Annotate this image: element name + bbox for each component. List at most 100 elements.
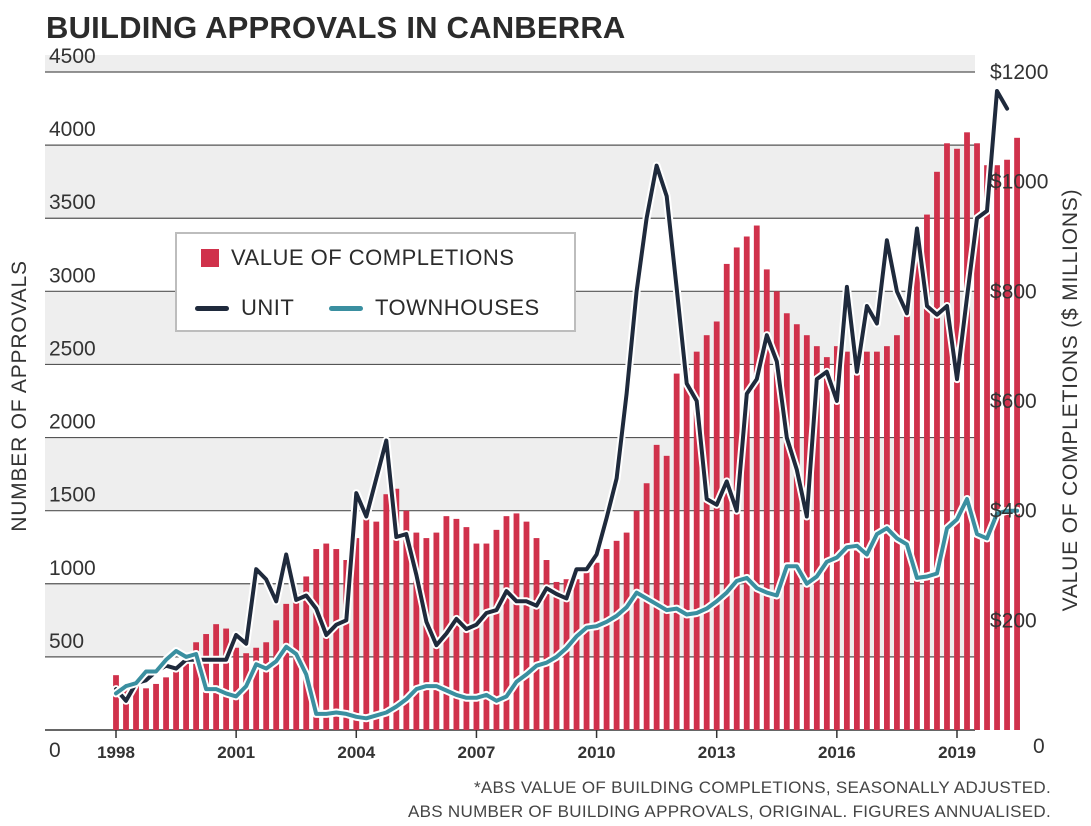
completion-bar bbox=[663, 455, 670, 730]
completion-bar bbox=[413, 532, 420, 730]
completion-bar bbox=[173, 669, 179, 730]
y-tick-left: 1500 bbox=[49, 484, 96, 507]
completion-bar bbox=[233, 647, 240, 730]
completion-bar bbox=[1014, 137, 1020, 731]
legend-swatch-townhouses bbox=[329, 305, 363, 311]
completion-bar bbox=[193, 642, 199, 730]
x-tick-label: 2019 bbox=[938, 743, 976, 762]
completion-bar bbox=[393, 488, 400, 730]
x-tick-label: 2001 bbox=[217, 743, 255, 762]
completion-bar bbox=[823, 357, 830, 730]
completion-bar bbox=[183, 658, 189, 730]
completion-bar bbox=[153, 683, 159, 730]
y-tick-left: 500 bbox=[49, 630, 84, 653]
completion-bar bbox=[653, 444, 660, 730]
completion-bar bbox=[673, 373, 680, 730]
townhouses-line bbox=[114, 497, 1020, 721]
completion-bar bbox=[433, 532, 440, 730]
completion-bar bbox=[884, 346, 890, 730]
completion-bar bbox=[273, 620, 280, 730]
completion-bar bbox=[283, 603, 290, 730]
completion-bar bbox=[1004, 159, 1010, 730]
x-tick-label: 2007 bbox=[458, 743, 496, 762]
completion-bar bbox=[343, 560, 350, 730]
completion-bar bbox=[623, 532, 630, 730]
legend-item-unit: UNIT bbox=[195, 295, 294, 321]
completion-bar bbox=[643, 483, 650, 730]
y-tick-right: $600 bbox=[990, 390, 1037, 413]
completion-bar bbox=[263, 642, 270, 730]
y-tick-right: 0 bbox=[1033, 735, 1045, 758]
completion-bar bbox=[934, 171, 940, 731]
completion-bar bbox=[363, 516, 370, 730]
completion-bar bbox=[303, 576, 310, 730]
chart-legend: VALUE OF COMPLETIONS UNIT TOWNHOUSES bbox=[175, 232, 576, 332]
y-tick-left: 3000 bbox=[49, 264, 96, 287]
completion-bar bbox=[253, 647, 260, 730]
completion-bar bbox=[313, 549, 320, 730]
completion-bar bbox=[843, 351, 850, 730]
completion-bar bbox=[473, 543, 480, 730]
completion-bar bbox=[533, 538, 540, 730]
y-tick-right: $800 bbox=[990, 280, 1037, 303]
y-axis-label-left: NUMBER OF APPROVALS bbox=[8, 260, 31, 532]
completion-bar bbox=[954, 148, 960, 730]
y-tick-left: 4000 bbox=[49, 118, 96, 141]
completion-bar bbox=[403, 510, 410, 730]
completion-bar bbox=[423, 538, 430, 730]
completion-bar bbox=[924, 214, 930, 731]
completion-bar bbox=[984, 165, 990, 730]
plot-band bbox=[45, 55, 975, 72]
y-tick-left: 2500 bbox=[49, 337, 96, 360]
completion-bar bbox=[683, 368, 690, 730]
legend-swatch-unit bbox=[195, 305, 229, 311]
completion-bar bbox=[994, 165, 1000, 730]
y-tick-left: 2000 bbox=[49, 411, 96, 434]
completion-bar bbox=[944, 143, 950, 731]
plot-band bbox=[45, 145, 975, 219]
completion-bar bbox=[593, 562, 600, 730]
completion-bar bbox=[894, 335, 900, 730]
legend-label-townhouses: TOWNHOUSES bbox=[375, 295, 540, 320]
completion-bar bbox=[964, 132, 970, 731]
x-tick-label: 1998 bbox=[97, 743, 135, 762]
completion-bar bbox=[723, 263, 730, 730]
completion-bar bbox=[133, 686, 139, 730]
y-tick-left: 1000 bbox=[49, 557, 96, 580]
y-tick-right: $1000 bbox=[990, 171, 1048, 194]
completion-bar bbox=[223, 628, 230, 730]
footnote-source-completions: *ABS VALUE OF BUILDING COMPLETIONS, SEAS… bbox=[473, 778, 1051, 797]
completion-bar bbox=[803, 335, 810, 730]
completion-bar bbox=[143, 688, 149, 730]
x-tick-label: 2010 bbox=[578, 743, 616, 762]
completion-bar bbox=[633, 510, 640, 730]
completion-bar bbox=[483, 543, 490, 730]
completion-bar bbox=[543, 560, 550, 730]
completion-bar bbox=[113, 675, 119, 730]
legend-swatch-completions bbox=[201, 249, 219, 267]
x-tick-label: 2004 bbox=[337, 743, 375, 762]
y-tick-right: $1200 bbox=[990, 61, 1048, 84]
completion-bar bbox=[974, 143, 980, 731]
completion-bar bbox=[333, 549, 340, 730]
completion-bar bbox=[753, 225, 760, 731]
chart-title: BUILDING APPROVALS IN CANBERRA bbox=[46, 10, 626, 45]
legend-item-completions: VALUE OF COMPLETIONS bbox=[201, 245, 514, 271]
completion-bar bbox=[503, 516, 510, 730]
completion-bar bbox=[833, 346, 840, 730]
completion-bar bbox=[613, 540, 620, 730]
completion-bar bbox=[763, 269, 770, 730]
completion-bar bbox=[523, 521, 530, 730]
unit-line bbox=[114, 89, 1010, 703]
footnote-source-approvals: ABS NUMBER OF BUILDING APPROVALS, ORIGIN… bbox=[407, 802, 1051, 821]
completion-bar bbox=[603, 549, 610, 730]
completion-bar bbox=[583, 568, 590, 730]
completion-bar bbox=[443, 516, 450, 730]
y-tick-left: 3500 bbox=[49, 191, 96, 214]
completion-bar bbox=[163, 677, 169, 730]
completion-bar bbox=[573, 579, 580, 730]
completion-bar bbox=[743, 236, 750, 730]
legend-item-townhouses: TOWNHOUSES bbox=[329, 295, 540, 321]
completion-bar bbox=[373, 521, 380, 730]
